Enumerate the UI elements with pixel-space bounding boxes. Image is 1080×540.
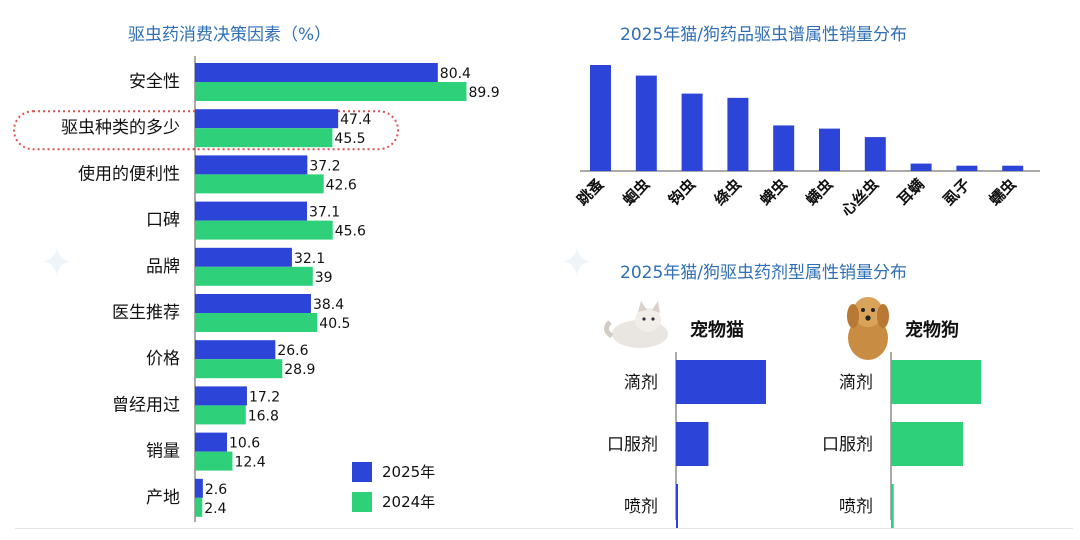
bar-2024 — [195, 359, 283, 379]
bar — [676, 422, 709, 466]
data-label: 2.6 — [205, 482, 227, 498]
data-label: 16.8 — [248, 408, 279, 424]
category-label: 滴剂 — [839, 373, 873, 393]
category-label: 滴剂 — [624, 373, 658, 393]
bar — [891, 484, 894, 528]
category-label: 口服剂 — [822, 435, 873, 455]
bar — [956, 165, 978, 171]
category-label: 喷剂 — [839, 497, 873, 517]
highlight-outline — [13, 110, 399, 151]
bar — [590, 65, 611, 171]
bar-2024 — [195, 405, 246, 425]
data-label: 32.1 — [294, 251, 325, 267]
category-label: 驱虫种类的多少 — [61, 118, 180, 138]
bar — [819, 128, 840, 171]
bar-2025 — [195, 155, 308, 175]
bar-2025 — [195, 109, 339, 129]
bar-2025 — [195, 294, 311, 313]
data-label: 38.4 — [313, 297, 344, 313]
watermark: ✦ — [560, 240, 594, 286]
data-label: 39 — [315, 270, 333, 286]
dog-icon — [847, 297, 889, 360]
bar — [727, 97, 749, 171]
legend-label-2024: 2024年 — [382, 493, 436, 511]
data-label: 47.4 — [340, 112, 371, 128]
bar-2025 — [195, 386, 247, 406]
watermark: ✦ — [40, 240, 74, 286]
category-label: 曾经用过 — [112, 395, 180, 415]
bar-2025 — [195, 63, 438, 82]
data-label: 37.1 — [309, 205, 340, 221]
category-label: 产地 — [146, 488, 180, 508]
bar-2024 — [195, 82, 467, 101]
category-label: 口碑 — [146, 211, 180, 231]
bar — [864, 137, 886, 171]
data-label: 12.4 — [234, 455, 265, 471]
cat-icon — [604, 301, 668, 348]
category-label: 医生推荐 — [112, 303, 180, 323]
bar — [910, 163, 932, 171]
bar — [773, 125, 795, 171]
data-label: 10.6 — [229, 436, 260, 452]
category-label: 品牌 — [146, 257, 180, 277]
chart-title-dosage: 2025年猫/狗驱虫药剂型属性销量分布 — [620, 263, 907, 283]
category-label: 安全性 — [129, 72, 180, 92]
data-label: 45.6 — [335, 224, 366, 240]
bar — [1002, 165, 1024, 171]
category-label: 口服剂 — [607, 435, 658, 455]
data-label: 2.4 — [204, 501, 226, 517]
bar-2024 — [195, 266, 313, 286]
bar-2025 — [195, 247, 292, 267]
data-label: 40.5 — [319, 316, 350, 332]
bar-2024 — [195, 220, 333, 240]
bar-2024 — [195, 174, 324, 194]
bar — [676, 484, 678, 528]
data-label: 17.2 — [249, 389, 280, 405]
bar-2025 — [195, 432, 228, 452]
legend-swatch-2024 — [352, 492, 372, 512]
bar-2024 — [195, 313, 318, 332]
bar-2025 — [195, 201, 308, 221]
legend-label-2025: 2025年 — [382, 463, 436, 481]
data-label: 26.6 — [277, 343, 308, 359]
category-label: 喷剂 — [624, 497, 658, 517]
bar-2025 — [195, 340, 276, 360]
chart-title-decision-factors: 驱虫药消费决策因素（%） — [128, 25, 332, 45]
chart-title-spectrum: 2025年猫/狗药品驱虫谱属性销量分布 — [620, 25, 907, 45]
bar — [681, 93, 703, 171]
bar-2024 — [195, 451, 233, 471]
bar — [891, 422, 963, 466]
legend-swatch-2025 — [352, 462, 372, 482]
bar-2025 — [195, 478, 203, 498]
data-label: 89.9 — [468, 85, 499, 101]
footer-divider — [15, 528, 1073, 529]
category-label: 销量 — [146, 442, 180, 462]
data-label: 42.6 — [326, 177, 357, 193]
data-label: 80.4 — [440, 66, 471, 82]
group-label-dog: 宠物狗 — [905, 320, 959, 341]
bar — [635, 75, 657, 171]
data-label: 45.5 — [334, 131, 365, 147]
data-label: 28.9 — [284, 362, 315, 378]
category-label: 价格 — [146, 349, 180, 369]
group-label-cat: 宠物猫 — [690, 320, 744, 341]
category-label: 使用的便利性 — [78, 163, 180, 184]
bar — [891, 360, 981, 404]
data-label: 37.2 — [309, 158, 340, 174]
bar-2024 — [195, 128, 333, 148]
bar — [676, 360, 766, 404]
bar-2024 — [195, 497, 203, 517]
